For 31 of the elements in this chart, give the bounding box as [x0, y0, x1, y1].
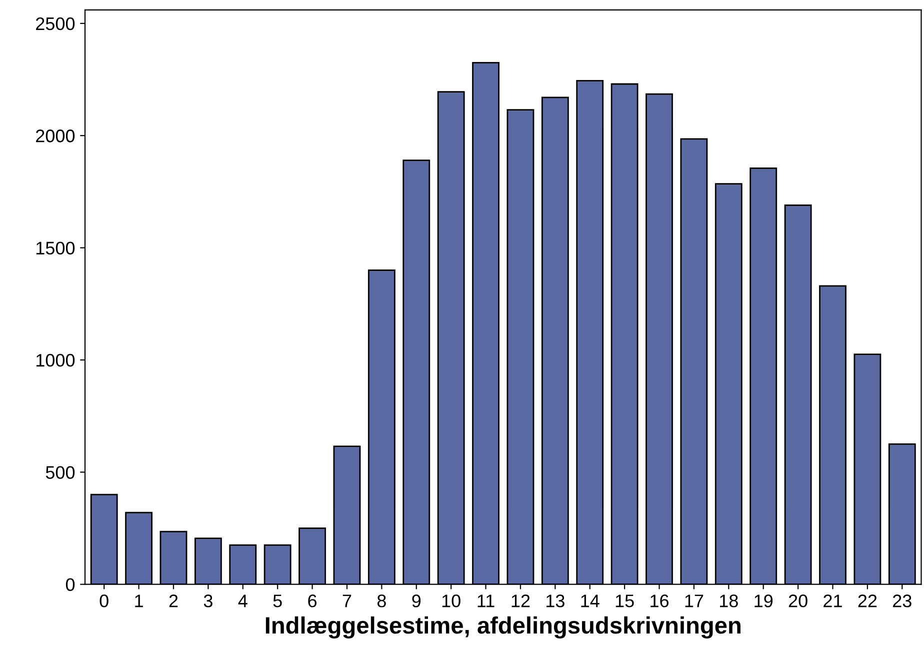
x-tick-label: 0 — [100, 594, 108, 608]
x-tick-label: 21 — [824, 594, 842, 608]
x-tick-label: 12 — [512, 594, 530, 608]
y-tick-label: 2500 — [36, 17, 75, 30]
y-tick-label: 1000 — [36, 354, 75, 367]
x-tick-label: 4 — [238, 594, 248, 608]
x-tick-label: 17 — [685, 594, 704, 608]
x-tick-label: 14 — [581, 594, 600, 608]
x-tick-label: 9 — [412, 594, 421, 608]
x-tick-label: 18 — [720, 594, 738, 608]
x-tick-label: 1 — [135, 594, 143, 608]
y-tick-label: 500 — [46, 466, 75, 479]
x-tick-label: 8 — [377, 594, 386, 608]
x-tick-label: 6 — [308, 594, 317, 608]
y-tick-label: 0 — [66, 578, 75, 592]
x-tick-label: 23 — [893, 594, 912, 608]
x-tick-label: 19 — [754, 594, 773, 608]
x-tick-label: 11 — [478, 594, 494, 608]
y-tick-label: 1500 — [36, 242, 75, 254]
x-tick-label: 16 — [650, 594, 669, 608]
x-tick-label: 13 — [546, 594, 564, 608]
x-axis-title: Indlæggelsestime, afdelingsudskrivningen — [266, 616, 740, 639]
x-tick-label: 20 — [788, 594, 808, 608]
x-tick-label: 22 — [858, 594, 877, 608]
x-tick-label: 10 — [442, 594, 460, 608]
x-tick-label: 5 — [273, 594, 282, 608]
x-tick-label: 7 — [342, 594, 352, 608]
x-tick-label: 15 — [616, 594, 634, 608]
y-tick-label: 2000 — [36, 130, 75, 142]
x-tick-label: 2 — [169, 594, 178, 608]
x-tick-label: 3 — [204, 594, 212, 608]
